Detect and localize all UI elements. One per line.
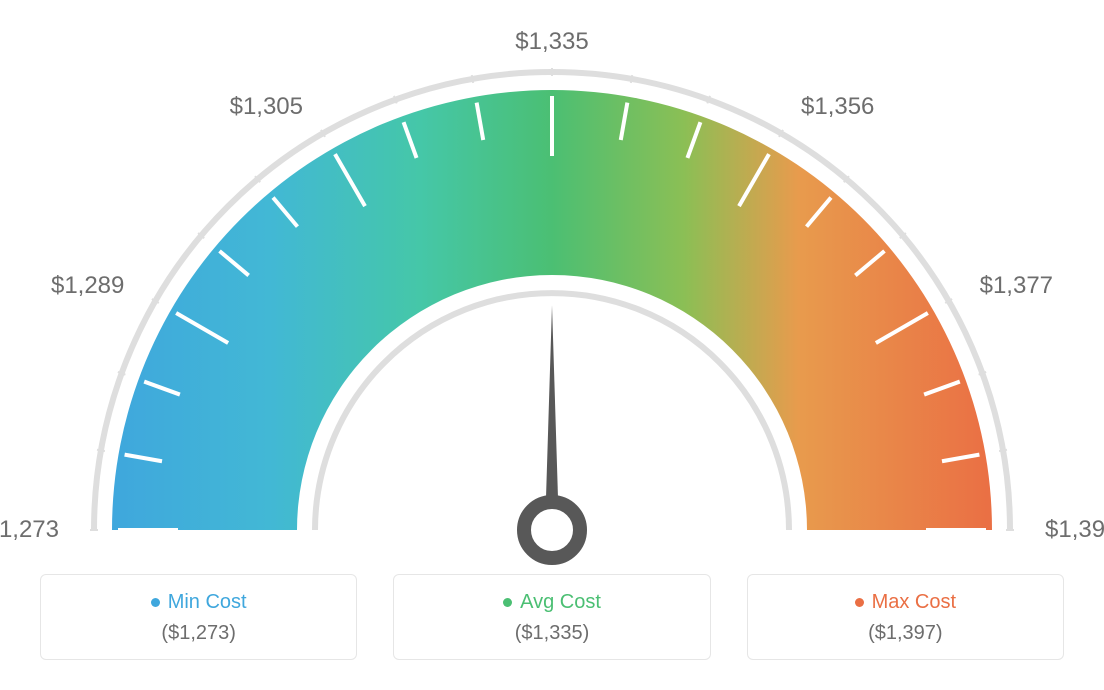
gauge-scale-label: $1,305 (223, 93, 303, 121)
gauge-scale-label: $1,289 (44, 272, 124, 300)
gauge-area: $1,273 $1,289 $1,305 $1,335 $1,356 $1,377 $1,3… (0, 0, 1104, 560)
gauge-svg (0, 30, 1104, 590)
gauge-scale-label: $1,273 (0, 516, 59, 544)
dot-icon (855, 598, 864, 607)
gauge-scale-label: $1,397 (1045, 516, 1104, 544)
legend-title-min: Min Cost (151, 591, 247, 614)
gauge-scale-label: $1,335 (512, 28, 592, 56)
legend-title-text: Avg Cost (520, 591, 601, 614)
legend-title-max: Max Cost (855, 591, 956, 614)
legend-row: Min Cost ($1,273) Avg Cost ($1,335) Max … (0, 574, 1104, 660)
legend-title-text: Max Cost (872, 591, 956, 614)
gauge-scale-label: $1,377 (980, 272, 1053, 300)
gauge-scale-label: $1,356 (801, 93, 874, 121)
legend-card-min: Min Cost ($1,273) (40, 574, 357, 660)
legend-value-avg: ($1,335) (412, 622, 691, 645)
dot-icon (503, 598, 512, 607)
legend-title-text: Min Cost (168, 591, 247, 614)
chart-container: $1,273 $1,289 $1,305 $1,335 $1,356 $1,377 $1,3… (0, 0, 1104, 690)
legend-card-max: Max Cost ($1,397) (747, 574, 1064, 660)
legend-title-avg: Avg Cost (503, 591, 601, 614)
legend-value-max: ($1,397) (766, 622, 1045, 645)
legend-value-min: ($1,273) (59, 622, 338, 645)
legend-card-avg: Avg Cost ($1,335) (393, 574, 710, 660)
dot-icon (151, 598, 160, 607)
